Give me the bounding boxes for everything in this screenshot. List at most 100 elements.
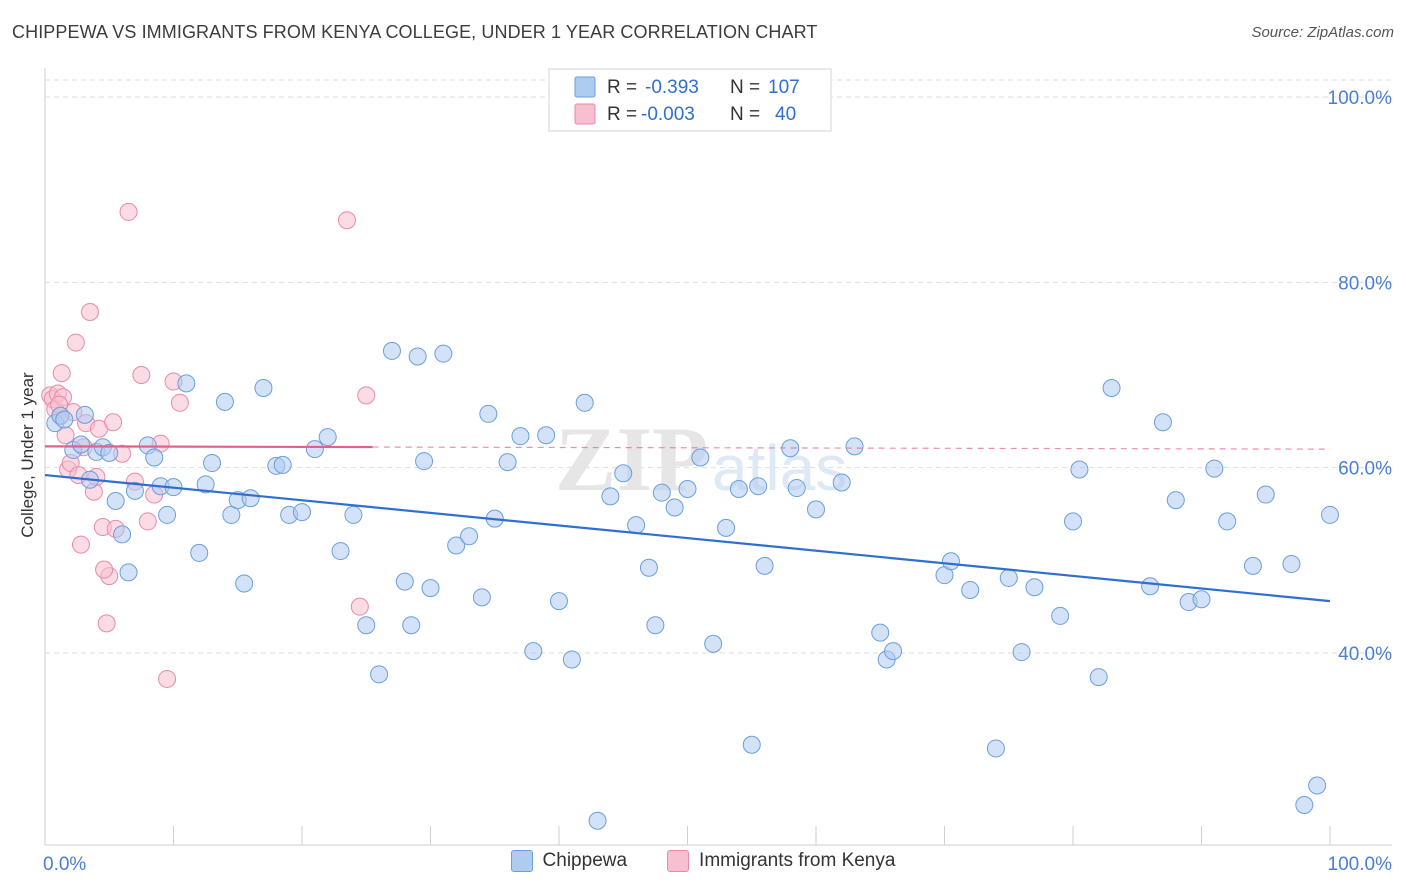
kenya-point: [71, 535, 90, 554]
chippewa-point: [100, 443, 119, 462]
grid-lines: [45, 79, 1392, 654]
chippewa-point: [125, 481, 144, 500]
chippewa-point: [588, 811, 607, 830]
chippewa-point: [119, 563, 138, 582]
chippewa-point: [537, 426, 556, 445]
chippewa-point: [1153, 413, 1172, 432]
chippewa-point: [755, 556, 774, 575]
chippewa-point: [1089, 668, 1108, 687]
legend-swatch-pink: [667, 850, 690, 872]
chippewa-point: [479, 404, 498, 423]
chippewa-trend-line: [44, 473, 1331, 603]
chippewa-point: [961, 580, 980, 599]
y-tick-label: 80.0%: [1338, 273, 1392, 294]
chippewa-point: [1064, 512, 1082, 531]
chippewa-point: [832, 473, 851, 492]
x-tick-label-min: 0.0%: [43, 854, 86, 875]
legend-label-kenya: Immigrants from Kenya: [699, 850, 896, 871]
chippewa-point: [646, 616, 665, 635]
y-tick-label: 60.0%: [1338, 459, 1392, 480]
chippewa-point: [884, 642, 903, 661]
chippewa-point: [203, 454, 222, 473]
chippewa-point: [1256, 485, 1275, 504]
legend-label-chippewa: Chippewa: [542, 850, 628, 871]
tick-labels: 40.0% 60.0% 80.0% 100.0% 0.0% 100.0%: [43, 88, 1392, 875]
chippewa-point: [704, 634, 723, 653]
legend-swatch-chippewa: [574, 76, 596, 98]
legend-r-label-1: R =: [607, 77, 637, 98]
kenya-point: [119, 202, 138, 221]
legend-n-value-2: 40: [775, 104, 796, 125]
chippewa-point: [190, 543, 209, 562]
chippewa-point: [254, 378, 273, 397]
chippewa-point: [71, 435, 90, 454]
chippewa-point: [196, 475, 215, 494]
chippewa-point: [742, 735, 761, 754]
kenya-trend-line-extension: [372, 446, 1331, 450]
chippewa-point: [614, 464, 633, 483]
source-label: Source: ZipAtlas.com: [1251, 24, 1394, 41]
chippewa-point: [215, 392, 234, 411]
kenya-point: [350, 597, 369, 616]
legend-swatch-blue: [510, 850, 533, 872]
chippewa-point: [1025, 578, 1044, 597]
chippewa-point: [652, 483, 671, 502]
chippewa-point: [1308, 776, 1327, 795]
kenya-point: [337, 211, 356, 230]
kenya-point: [66, 333, 85, 352]
chippewa-point: [460, 527, 479, 546]
chippewa-point: [331, 542, 350, 561]
chippewa-point: [524, 642, 543, 661]
chippewa-point: [395, 572, 414, 591]
chippewa-point: [1321, 505, 1339, 524]
kenya-point: [132, 366, 151, 384]
chippewa-point: [1218, 512, 1237, 531]
legend-r-value-2: -0.003: [641, 104, 695, 125]
legend-n-label-1: N =: [730, 77, 760, 98]
chippewa-point: [845, 437, 864, 456]
chippewa-point: [999, 568, 1018, 587]
chippewa-point: [55, 410, 74, 429]
chippewa-point: [511, 427, 530, 446]
chippewa-point: [305, 440, 324, 459]
chippewa-point: [415, 452, 434, 471]
chippewa-point: [665, 498, 684, 517]
chippewa-point: [75, 405, 94, 424]
x-tick-label-max: 100.0%: [1328, 854, 1393, 875]
y-tick-label: 100.0%: [1328, 88, 1393, 109]
chippewa-point: [408, 347, 427, 366]
bottom-legend: Chippewa Immigrants from Kenya: [0, 850, 1406, 872]
chippewa-point: [177, 374, 196, 393]
chippewa-point: [1205, 459, 1224, 478]
kenya-point: [138, 512, 157, 531]
chippewa-point: [1282, 555, 1301, 574]
chippewa-point: [1051, 606, 1070, 625]
y-axis-label: College, Under 1 year: [18, 372, 37, 538]
chippewa-point: [145, 448, 164, 467]
chippewa-point: [986, 739, 1005, 758]
kenya-point: [52, 364, 71, 383]
chippewa-point: [691, 448, 710, 467]
chippewa-point: [293, 503, 311, 522]
kenya-trend-line: [44, 445, 373, 449]
chippewa-point: [382, 341, 401, 360]
stats-legend: R = -0.393 N = 107 R = -0.003 N = 40: [548, 68, 832, 132]
chippewa-point: [1295, 795, 1314, 814]
chippewa-point: [749, 477, 768, 496]
legend-r-value-1: -0.393: [645, 77, 699, 98]
legend-item-kenya: Immigrants from Kenya: [667, 850, 895, 872]
axes: [44, 68, 1392, 846]
kenya-point: [170, 393, 189, 412]
chippewa-point: [678, 479, 697, 498]
chart-title: CHIPPEWA VS IMMIGRANTS FROM KENYA COLLEG…: [12, 22, 818, 42]
chippewa-point: [318, 428, 337, 447]
chippewa-point: [1141, 577, 1160, 596]
chippewa-point: [1166, 491, 1185, 510]
chippewa-point: [717, 518, 736, 537]
chippewa-point: [729, 479, 748, 498]
chippewa-point: [627, 516, 646, 535]
chippewa-point: [447, 536, 466, 555]
chippewa-point: [113, 525, 132, 544]
chippewa-point: [1192, 590, 1211, 609]
